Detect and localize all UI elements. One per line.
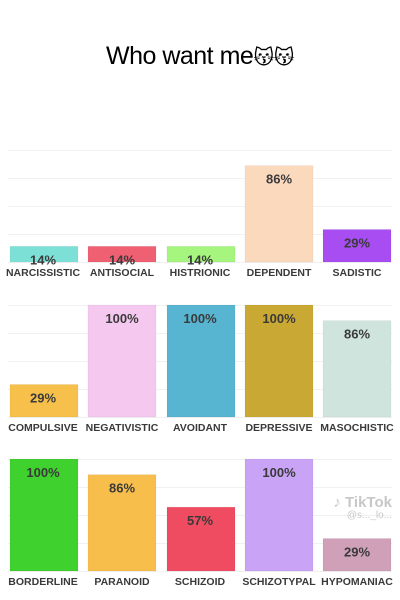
caption-text: Who want me [105, 42, 254, 70]
value-label: 29% [344, 545, 370, 560]
value-label: 14% [109, 252, 135, 267]
bar-schizotypal [244, 458, 314, 572]
bar-antisocial [87, 246, 157, 263]
category-label: SADISTIC [332, 267, 381, 279]
bar-negativistic [87, 304, 157, 418]
bar-chart-2: 29% COMPULSIVE 100% NEGATIVISTIC 100% AVOIDAN… [8, 304, 394, 434]
bar-sadistic [322, 229, 392, 263]
value-label: 29% [344, 236, 370, 251]
category-label: NARCISSISTIC [6, 267, 81, 279]
value-label: 86% [344, 327, 370, 342]
category-label: DEPRESSIVE [245, 422, 312, 434]
bar-schizoid [166, 506, 236, 572]
category-label: MASOCHISTIC [320, 422, 394, 434]
category-label: SCHIZOTYPAL [242, 576, 316, 588]
category-label: DEPENDENT [247, 267, 312, 279]
bar-chart-3: 100% BORDERLINE 86% PARANOID 57% SCHIZOID 100%… [8, 458, 393, 588]
category-label: HYPOMANIAC [321, 576, 393, 588]
category-label: SCHIZOID [175, 576, 226, 588]
tiktok-logo-icon: ♪ [333, 494, 341, 511]
value-label: 29% [30, 391, 56, 406]
category-label: NEGATIVISTIC [86, 422, 159, 434]
value-label: 57% [187, 513, 213, 528]
category-label: AVOIDANT [173, 422, 228, 434]
value-label: 100% [262, 465, 296, 480]
category-label: BORDERLINE [8, 576, 77, 588]
caption-title: Who want me😽😽 [0, 42, 400, 71]
category-label: PARANOID [94, 576, 150, 588]
bar-histrionic [166, 246, 236, 263]
value-label: 100% [183, 311, 217, 326]
bar-borderline [9, 458, 79, 572]
bar-chart-1: 14%NARCISSISTIC14%ANTISOCIAL14%HISTRIONI… [6, 150, 392, 279]
value-label: 14% [187, 252, 213, 267]
kissing-cat-emoji-icon: 😽😽 [253, 45, 295, 69]
bar-hypomaniac [322, 538, 392, 572]
bar-dependent [244, 165, 314, 263]
bar-avoidant [166, 304, 236, 418]
watermark-handle: @s..._lo... [346, 510, 392, 521]
value-label: 100% [26, 465, 60, 480]
value-label: 86% [109, 481, 135, 496]
bar-narcissistic [9, 246, 79, 263]
category-label: HISTRIONIC [170, 267, 231, 279]
bar-masochistic [322, 320, 392, 418]
bar-paranoid [87, 474, 157, 572]
bar-depressive [244, 304, 314, 418]
value-label: 100% [262, 311, 296, 326]
category-label: ANTISOCIAL [90, 267, 155, 279]
bar-compulsive [9, 384, 79, 418]
value-label: 14% [30, 252, 56, 267]
tiktok-watermark: ♪ TikTok @s..._lo... [333, 494, 392, 522]
category-label: COMPULSIVE [8, 422, 77, 434]
watermark-brand: TikTok [345, 494, 392, 511]
value-label: 100% [105, 311, 139, 326]
value-label: 86% [266, 172, 292, 187]
